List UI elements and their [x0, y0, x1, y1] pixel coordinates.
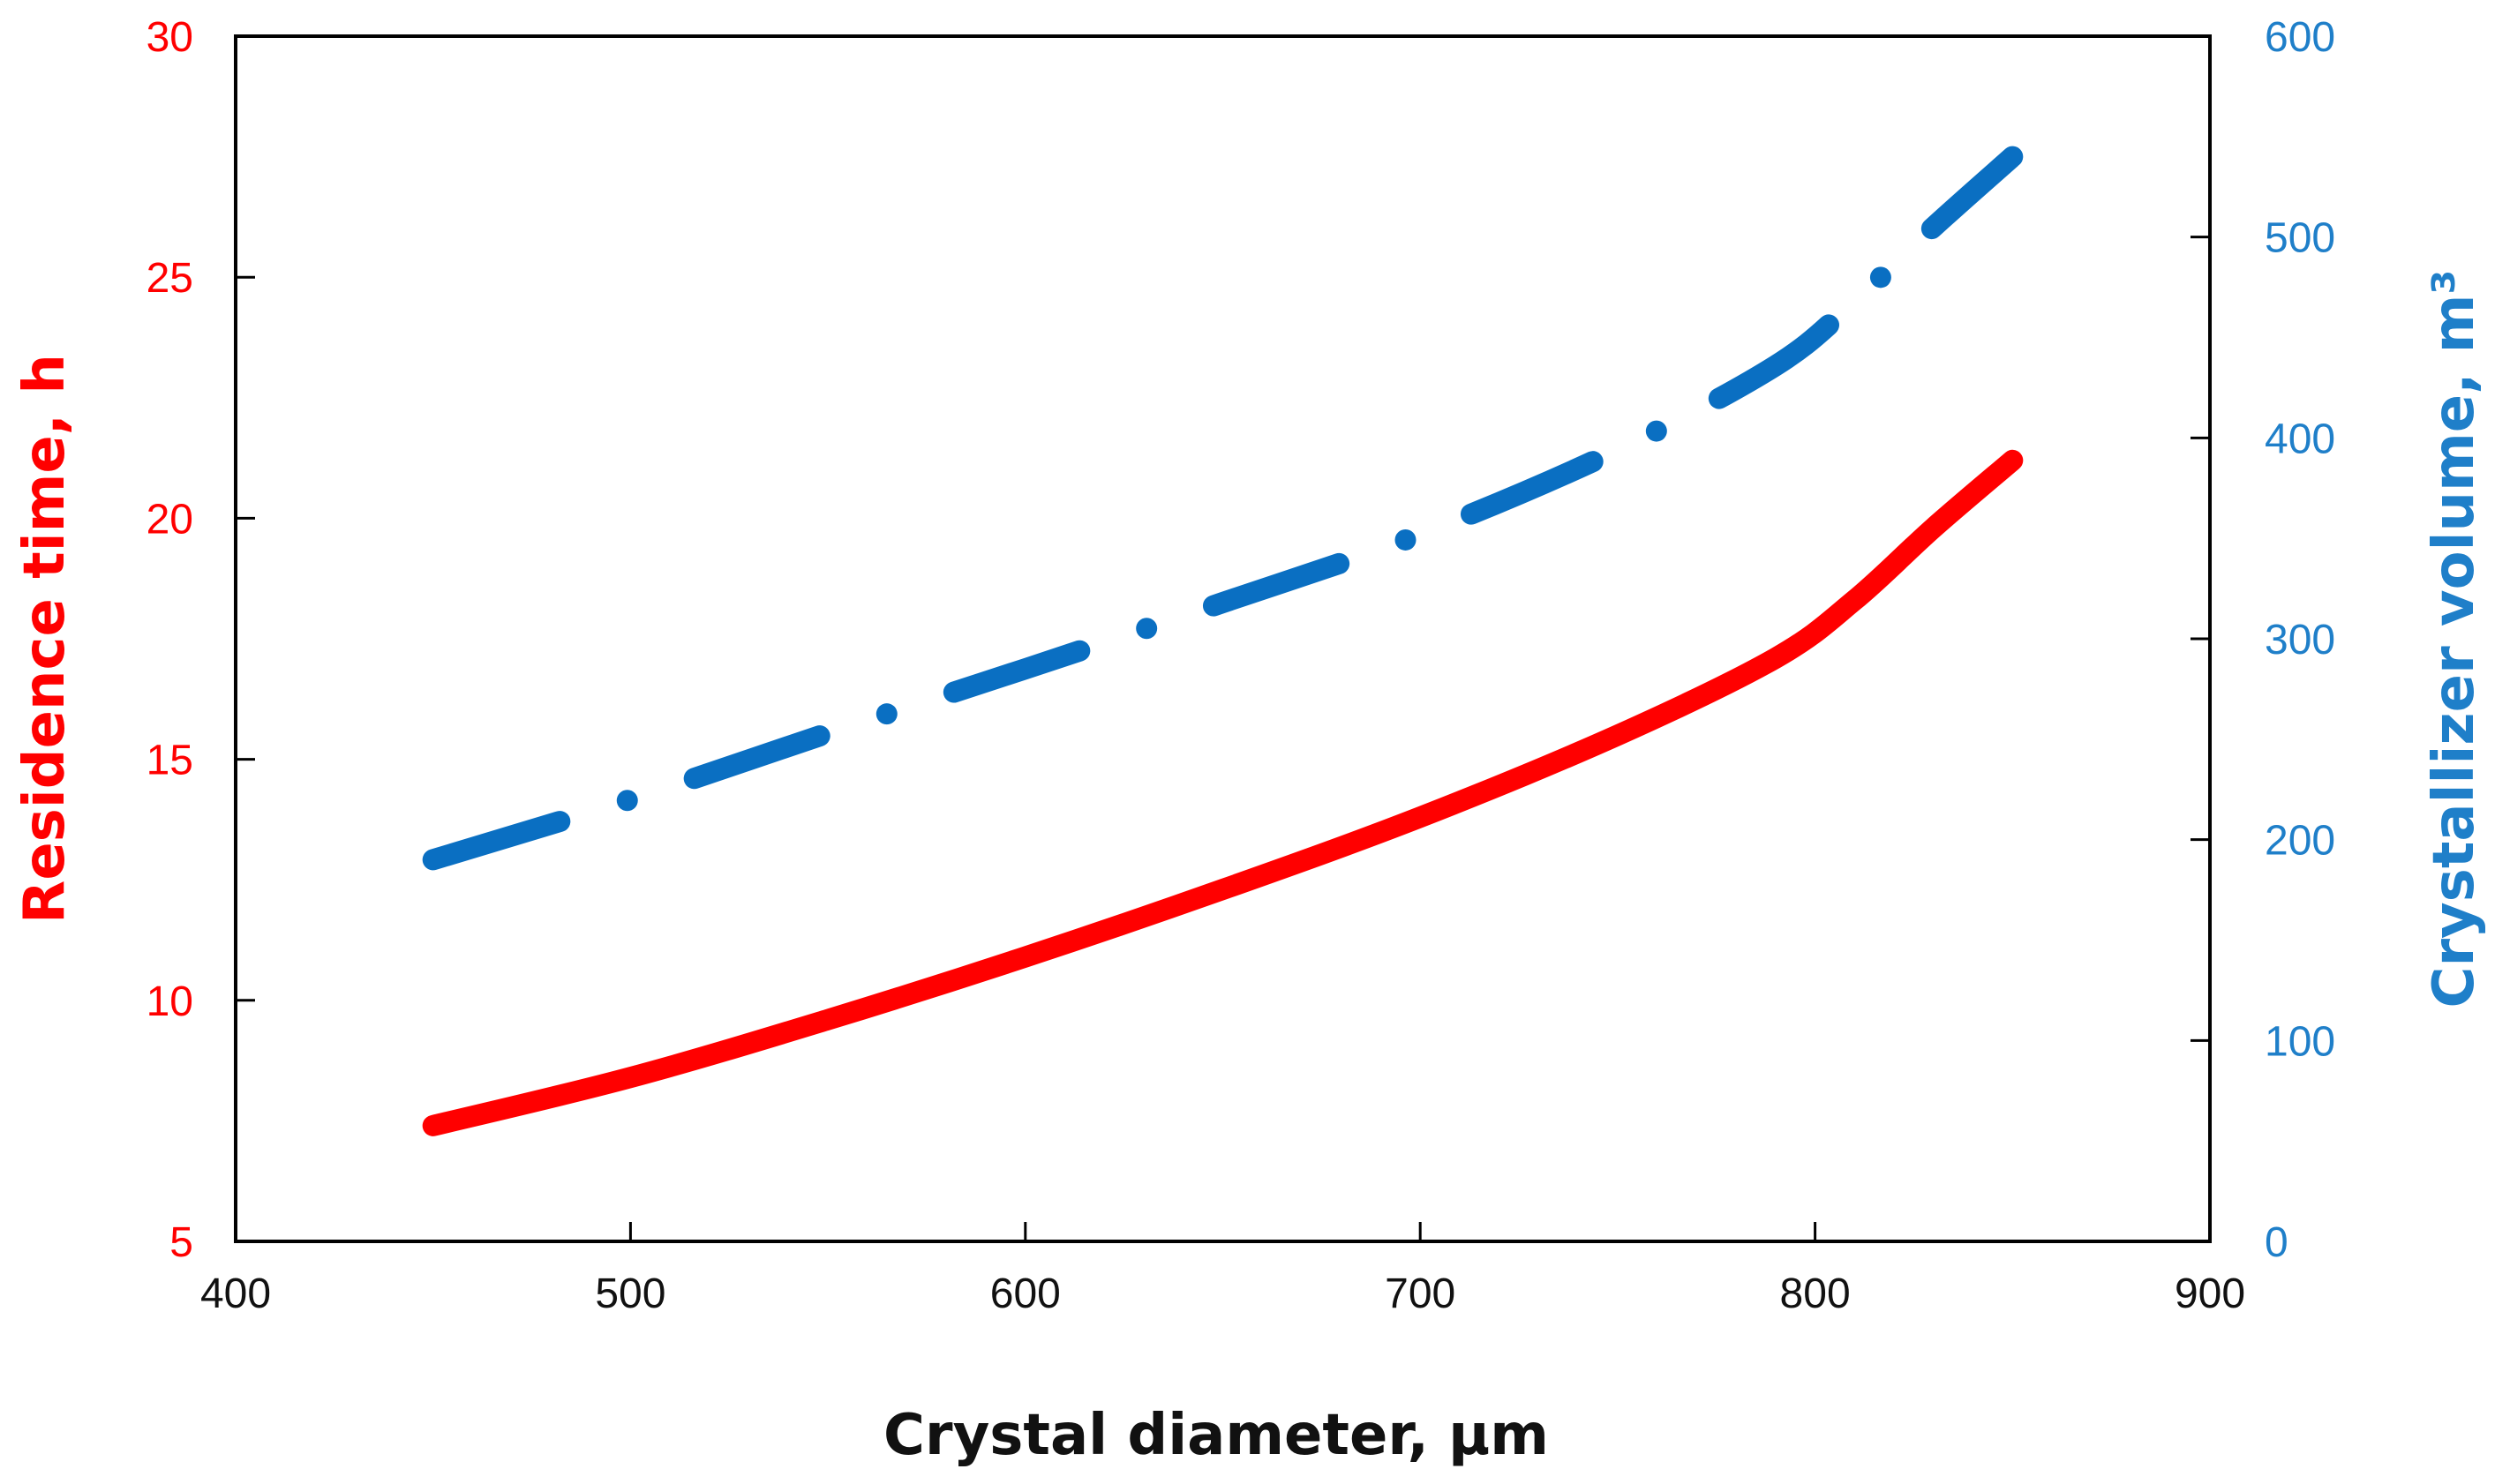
right-y-tick-label: 400: [2265, 416, 2335, 462]
left-y-tick-label: 25: [147, 255, 193, 302]
x-tick-label: 900: [2175, 1270, 2245, 1317]
right-y-tick-label: 200: [2265, 818, 2335, 865]
left-y-tick-label: 10: [147, 978, 193, 1025]
right-y-axis-ticks: 0 100 200 300 400 500 600: [2191, 14, 2335, 1266]
right-y-tick-label: 0: [2265, 1219, 2288, 1266]
right-y-tick-label: 100: [2265, 1018, 2335, 1065]
right-y-tick-label: 300: [2265, 617, 2335, 663]
right-y-tick-label: 500: [2265, 215, 2335, 262]
x-axis-title: Crystal diameter, μm: [883, 1403, 1549, 1468]
left-y-axis-title: Residence time, h: [12, 354, 78, 924]
left-y-tick-label: 20: [147, 496, 193, 543]
crystallizer-volume-line: [422, 146, 2024, 871]
right-y-axis-title: Crystallizer volume, m³: [2422, 269, 2487, 1008]
left-y-tick-label: 15: [147, 738, 193, 784]
left-y-tick-label: 5: [169, 1219, 193, 1266]
series-layer: [422, 146, 2024, 1136]
plot-frame: [234, 34, 2212, 1243]
x-tick-label: 800: [1780, 1270, 1851, 1317]
x-tick-label: 400: [200, 1270, 271, 1317]
x-tick-label: 700: [1385, 1270, 1455, 1317]
x-tick-label: 600: [990, 1270, 1061, 1317]
x-axis-ticks: 400 500 600 700 800 900: [200, 1222, 2245, 1317]
left-y-tick-label: 30: [147, 14, 193, 61]
residence-time-line: [422, 449, 2024, 1136]
right-y-tick-label: 600: [2265, 14, 2335, 61]
left-y-axis-ticks: 5 10 15 20 25 30: [147, 14, 255, 1266]
x-tick-label: 500: [595, 1270, 665, 1317]
